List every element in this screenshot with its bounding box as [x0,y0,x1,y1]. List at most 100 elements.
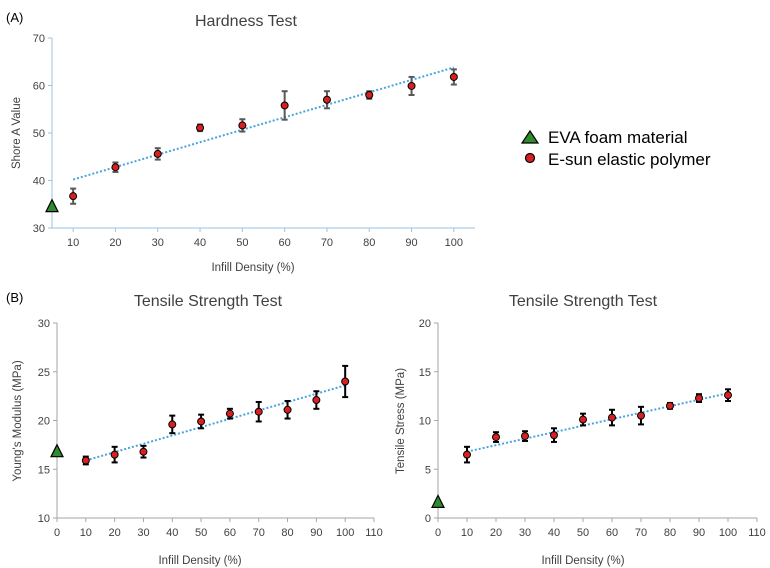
x-tick-label: 90 [693,527,705,539]
data-point [365,91,374,99]
eva-foam-point [431,494,445,508]
plot-area: 30 40 50 60 70 10 20 30 40 50 60 70 80 90 100 [33,33,475,249]
x-tick-label: 20 [109,527,121,539]
y-axis-label: Shore A Value [11,97,23,169]
data-point [81,456,90,465]
x-tick-label: 100 [336,527,354,539]
trendline [85,384,346,462]
data-point [312,396,321,405]
data-point [550,431,558,440]
data-point [579,415,587,424]
x-tick-label: 70 [635,527,647,539]
panel-label-b: (B) [6,290,23,305]
x-tick-label: 80 [664,527,676,539]
data-point [724,391,732,400]
x-tick-label: 70 [321,237,333,249]
x-tick-label: 60 [606,527,618,539]
y-axis-label: Tensile Stress (MPa) [395,368,407,474]
x-tick-label: 30 [137,527,149,539]
data-point [280,101,289,110]
x-tick-label: 50 [236,237,248,249]
legend-item-esun: E-sun elastic polymer [524,150,711,169]
data-point [168,420,177,429]
chart-hardness: Hardness Test Infill Density (%) Shore A… [11,13,475,274]
legend-triangle-marker [520,129,540,144]
x-tick-label: 10 [67,237,79,249]
x-tick-label: 10 [80,527,92,539]
data-point [666,401,674,410]
y-tick-label: 30 [33,223,45,235]
x-tick-label: 10 [461,527,473,539]
y-tick-label: 20 [419,318,431,330]
y-axis-label: Young's Modulus (MPa) [12,360,24,481]
y-tick-label: 5 [425,464,431,476]
x-tick-label: 110 [748,527,766,539]
data-point [521,432,529,441]
x-tick-label: 40 [548,527,560,539]
y-tick-label: 10 [419,416,431,428]
x-axis-label: Infill Density (%) [158,555,241,567]
y-tick-label: 25 [38,367,50,379]
x-tick-label: 40 [166,527,178,539]
trendline [72,66,455,181]
x-tick-label: 30 [152,237,164,249]
data-point [341,377,350,386]
trendline [466,392,729,453]
y-tick-label: 15 [419,367,431,379]
y-tick-label: 10 [38,513,50,525]
chart-title: Hardness Test [195,13,298,30]
x-tick-label: 90 [405,237,417,249]
data-point [695,394,703,403]
chart-youngs-modulus: Tensile Strength Test Infill Density (%)… [12,293,383,567]
plot-area: 10 15 20 25 30 0 10 20 30 40 50 60 70 80 90 100 110 [38,318,383,539]
y-tick-label: 20 [38,416,50,428]
legend: EVA foam material E-sun elastic polymer [520,128,711,169]
eva-foam-point [50,443,64,458]
x-tick-label: 110 [365,527,383,539]
x-tick-label: 40 [194,237,206,249]
x-tick-label: 70 [253,527,265,539]
eva-foam-point [45,198,59,213]
x-axis-label: Infill Density (%) [541,555,624,567]
panel-label-a: (A) [6,10,23,25]
y-tick-label: 30 [38,318,50,330]
data-point [110,450,119,459]
chart-tensile-stress: Tensile Strength Test Infill Density (%)… [395,293,766,567]
data-point [637,411,645,420]
x-tick-label: 50 [577,527,589,539]
y-tick-label: 40 [33,176,45,188]
chart-title: Tensile Strength Test [509,293,658,310]
x-tick-label: 80 [281,527,293,539]
y-tick-label: 70 [33,33,45,45]
data-point [283,405,292,414]
x-tick-label: 100 [719,527,737,539]
data-point [153,149,162,158]
x-tick-label: 0 [54,527,60,539]
x-tick-label: 0 [435,527,441,539]
data-point [225,409,234,418]
data-point [254,407,263,416]
y-tick-label: 0 [425,513,431,525]
chart-title: Tensile Strength Test [134,293,283,310]
data-point [407,81,416,90]
x-tick-label: 80 [363,237,375,249]
data-point [139,447,148,456]
data-point [196,123,205,132]
y-tick-label: 50 [33,128,45,140]
x-tick-label: 50 [195,527,207,539]
data-point [197,417,206,426]
data-point [238,121,247,130]
legend-label: EVA foam material [548,128,688,147]
y-tick-label: 60 [33,81,45,93]
data-point [492,433,500,442]
legend-label: E-sun elastic polymer [548,150,711,169]
data-point [69,192,78,201]
data-point [449,72,458,81]
data-point [322,95,331,104]
x-tick-label: 20 [490,527,502,539]
plot-area: 0 5 10 15 20 0 10 20 30 40 50 60 70 80 90 100 110 [419,318,766,539]
x-tick-label: 90 [310,527,322,539]
x-tick-label: 30 [519,527,531,539]
legend-circle-marker [524,152,536,164]
